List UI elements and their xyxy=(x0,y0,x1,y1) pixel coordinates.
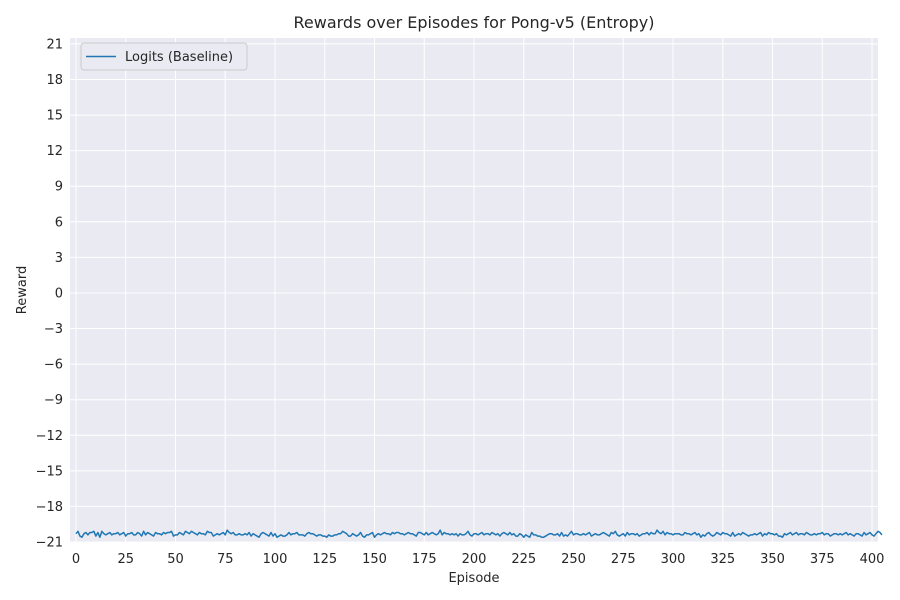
legend-entry-label: Logits (Baseline) xyxy=(125,50,233,65)
x-tick-label: 50 xyxy=(167,552,184,567)
y-tick-labels: −21 −18 −15 −12 −9 −6 −3 0 3 6 9 12 15 18 21 xyxy=(36,37,63,550)
x-tick-label: 200 xyxy=(462,552,487,567)
x-tick-label: 375 xyxy=(810,552,835,567)
y-axis-label: Reward xyxy=(15,266,30,314)
x-tick-label: 225 xyxy=(511,552,536,567)
x-tick-label: 275 xyxy=(611,552,636,567)
y-tick-label: 12 xyxy=(46,144,63,159)
x-tick-label: 100 xyxy=(263,552,288,567)
x-tick-label: 75 xyxy=(217,552,234,567)
legend: Logits (Baseline) xyxy=(80,42,248,71)
y-tick-label: −21 xyxy=(36,536,63,551)
y-tick-label: −6 xyxy=(44,358,63,373)
y-tick-label: −9 xyxy=(44,393,63,408)
x-tick-label: 125 xyxy=(312,552,337,567)
y-tick-label: 15 xyxy=(46,109,63,124)
y-tick-label: 6 xyxy=(55,215,63,230)
x-tick-label: 400 xyxy=(860,552,885,567)
y-tick-label: 0 xyxy=(55,286,63,301)
x-axis-label: Episode xyxy=(448,571,499,586)
y-tick-label: 9 xyxy=(55,180,63,195)
legend-box xyxy=(80,42,248,71)
x-tick-label: 150 xyxy=(362,552,387,567)
x-tick-label: 250 xyxy=(561,552,586,567)
y-tick-label: 18 xyxy=(46,73,63,88)
grid-lines xyxy=(70,38,878,543)
x-tick-label: 300 xyxy=(661,552,686,567)
x-tick-label: 350 xyxy=(760,552,785,567)
y-tick-label: 21 xyxy=(46,37,63,52)
y-tick-label: −18 xyxy=(36,500,63,515)
y-tick-label: −12 xyxy=(36,429,63,444)
x-tick-label: 175 xyxy=(412,552,437,567)
series-line-logits-baseline xyxy=(75,529,883,539)
y-tick-label: 3 xyxy=(55,251,63,266)
x-tick-label: 325 xyxy=(710,552,735,567)
series-layer xyxy=(75,529,883,539)
x-tick-labels: 0 25 50 75 100 125 150 175 200 225 250 275 300 325 350… xyxy=(72,552,885,567)
y-tick-label: −15 xyxy=(36,464,63,479)
x-tick-label: 25 xyxy=(117,552,134,567)
x-tick-label: 0 xyxy=(72,552,80,567)
chart-title: Rewards over Episodes for Pong-v5 (Entro… xyxy=(293,13,654,32)
y-tick-label: −3 xyxy=(44,322,63,337)
